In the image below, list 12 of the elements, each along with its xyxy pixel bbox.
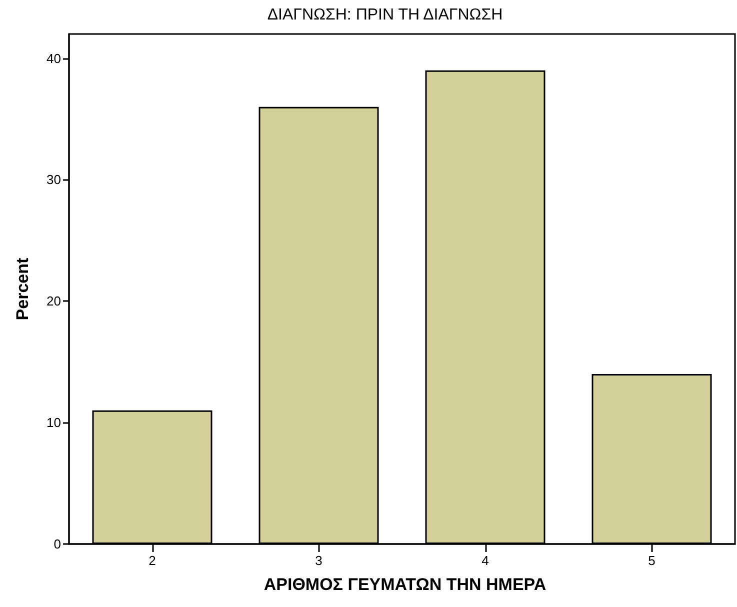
chart-title: ΔΙΑΓΝΩΣΗ: ΠΡΙΝ ΤΗ ΔΙΑΓΝΩΣΗ bbox=[267, 6, 503, 24]
y-tick-label: 10 bbox=[46, 415, 61, 430]
x-axis-title: ΑΡΙΘΜΟΣ ΓΕΥΜΑΤΩΝ ΤΗΝ ΗΜΕΡΑ bbox=[264, 575, 546, 594]
y-tick-label: 30 bbox=[46, 172, 61, 188]
y-tick-label: 20 bbox=[46, 294, 61, 309]
x-tick-label: 4 bbox=[482, 553, 489, 568]
y-axis-title: Percent bbox=[13, 257, 32, 320]
x-tick-label: 3 bbox=[315, 553, 322, 568]
y-tick-label: 40 bbox=[46, 50, 61, 66]
x-tick-label: 5 bbox=[648, 553, 656, 568]
y-tick-label: 0 bbox=[54, 536, 61, 552]
x-tick-label: 2 bbox=[148, 553, 156, 568]
